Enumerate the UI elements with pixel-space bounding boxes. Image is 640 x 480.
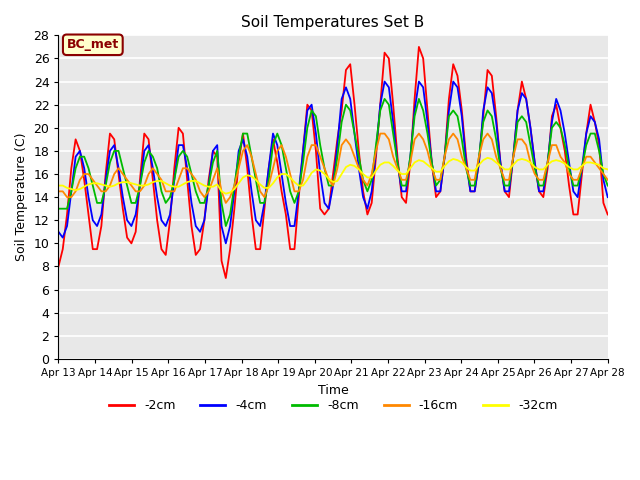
Title: Soil Temperatures Set B: Soil Temperatures Set B: [241, 15, 425, 30]
Text: BC_met: BC_met: [67, 38, 119, 51]
Y-axis label: Soil Temperature (C): Soil Temperature (C): [15, 133, 28, 262]
X-axis label: Time: Time: [317, 384, 348, 396]
Legend: -2cm, -4cm, -8cm, -16cm, -32cm: -2cm, -4cm, -8cm, -16cm, -32cm: [104, 395, 563, 418]
